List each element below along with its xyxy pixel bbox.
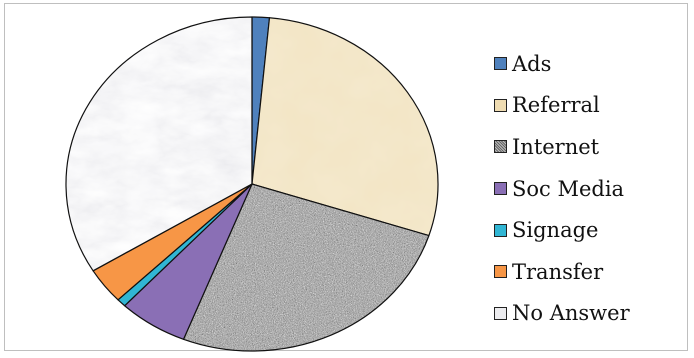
legend-swatch xyxy=(494,223,507,237)
pie-slice-referral xyxy=(251,17,439,237)
legend-item-soc-media: Soc Media xyxy=(494,168,684,210)
legend-swatch xyxy=(494,140,507,154)
legend-swatch xyxy=(494,306,507,320)
legend-label: Internet xyxy=(512,134,600,159)
legend-item-no-answer: No Answer xyxy=(494,293,684,335)
legend-label: Ads xyxy=(512,51,552,76)
chart-legend: Ads Referral Internet Soc Media Signage Trans… xyxy=(494,43,684,334)
legend-item-transfer: Transfer xyxy=(494,251,684,293)
legend-item-signage: Signage xyxy=(494,209,684,251)
legend-label: Transfer xyxy=(512,259,604,284)
legend-label: Soc Media xyxy=(512,176,625,201)
legend-item-ads: Ads xyxy=(494,43,684,85)
legend-label: Referral xyxy=(512,93,600,118)
legend-item-internet: Internet xyxy=(494,126,684,168)
pie-slice-internet xyxy=(182,183,430,352)
legend-label: Signage xyxy=(512,218,599,243)
legend-label: No Answer xyxy=(512,301,630,326)
legend-swatch xyxy=(494,182,507,196)
legend-swatch xyxy=(494,57,507,71)
legend-item-referral: Referral xyxy=(494,85,684,127)
legend-swatch xyxy=(494,98,507,112)
legend-swatch xyxy=(494,265,507,279)
pie-slice-no-answer xyxy=(65,16,253,272)
